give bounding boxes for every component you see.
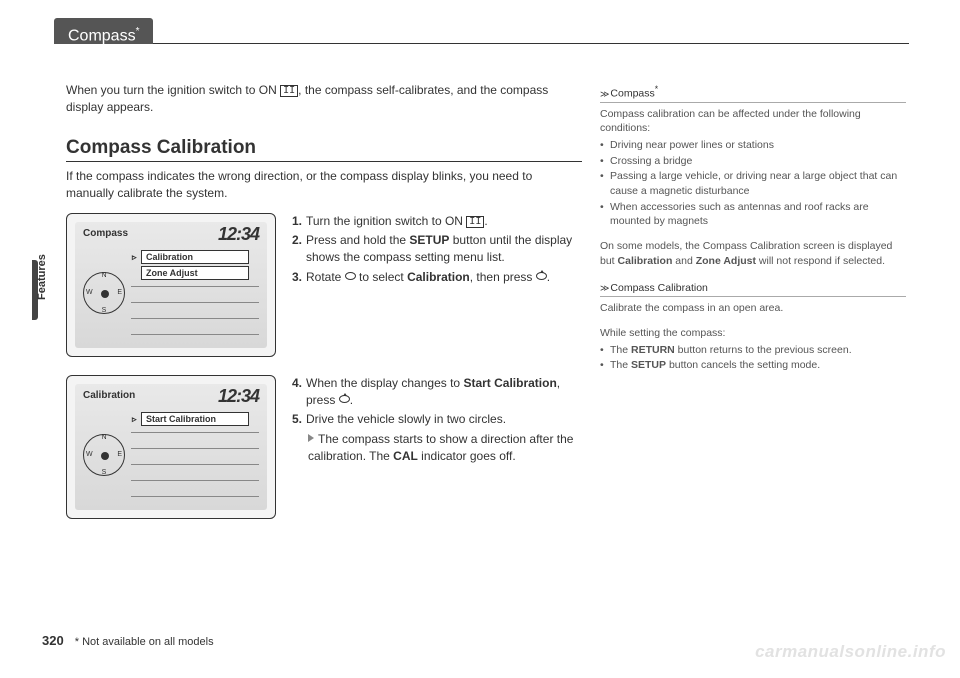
side-column: ≫Compass* Compass calibration can be aff… — [600, 84, 906, 387]
sidebox1-intro: Compass calibration can be affected unde… — [600, 107, 906, 136]
step-4: 4.When the display changes to Start Cali… — [292, 375, 582, 410]
disp1-item-zone: Zone Adjust — [141, 266, 249, 280]
page-title-tab: Compass* — [54, 18, 153, 44]
sidebox-compass: ≫Compass* Compass calibration can be aff… — [600, 84, 906, 268]
display-screenshot-2: Calibration 12:34 NSWE Start Calibration — [66, 375, 276, 519]
compass-rose-icon: NSWE — [83, 434, 125, 476]
steps-1: 1.Turn the ignition switch to ON II. 2.P… — [292, 213, 582, 357]
arrow-icon — [308, 434, 314, 442]
step-5: 5.Drive the vehicle slowly in two circle… — [292, 411, 582, 465]
section-heading: Compass Calibration — [66, 137, 582, 162]
page-number: 320 — [42, 633, 64, 648]
ignition-icon: II — [466, 216, 484, 228]
sidebox-calibration: ≫Compass Calibration Calibrate the compa… — [600, 282, 906, 373]
step-3: 3.Rotate to select Calibration, then pre… — [292, 269, 582, 286]
steps-2: 4.When the display changes to Start Cali… — [292, 375, 582, 519]
ignition-icon: II — [280, 85, 298, 97]
press-knob-icon — [339, 395, 350, 403]
page-title-asterisk: * — [136, 26, 140, 37]
main-column: When you turn the ignition switch to ON … — [66, 82, 582, 519]
step-5-sub: The compass starts to show a direction a… — [306, 431, 582, 466]
sidebox2-b2: The SETUP button cancels the setting mod… — [600, 358, 906, 373]
section-subtext: If the compass indicates the wrong direc… — [66, 168, 582, 203]
watermark: carmanualsonline.info — [755, 642, 946, 662]
footnote: * Not available on all models — [75, 636, 214, 648]
intro-before: When you turn the ignition switch to ON — [66, 83, 280, 97]
row-steps-2: Calibration 12:34 NSWE Start Calibration… — [66, 375, 582, 519]
sidebox1-para2: On some models, the Compass Calibration … — [600, 239, 906, 268]
header-rule: Compass* — [54, 18, 909, 44]
row-steps-1: Compass 12:34 NSWE Calibration Zone Adju… — [66, 213, 582, 357]
compass-rose-icon: NSWE — [83, 272, 125, 314]
sidebox2-line1: Calibrate the compass in an open area. — [600, 301, 906, 316]
step-2: 2.Press and hold the SETUP button until … — [292, 232, 582, 267]
sidebox-head-1: ≫Compass* — [600, 84, 906, 103]
disp1-clock: 12:34 — [218, 224, 259, 245]
page-title: Compass — [68, 27, 136, 44]
sidebox1-b4: When accessories such as antennas and ro… — [600, 200, 906, 229]
sidebox1-b1: Driving near power lines or stations — [600, 138, 906, 153]
disp1-item-calibration: Calibration — [141, 250, 249, 264]
rotate-knob-icon — [345, 272, 356, 280]
intro-text: When you turn the ignition switch to ON … — [66, 82, 582, 117]
disp2-item-start: Start Calibration — [141, 412, 249, 426]
sidebox-head-2: ≫Compass Calibration — [600, 282, 906, 297]
footer: 320 * Not available on all models — [42, 633, 214, 648]
press-knob-icon — [536, 272, 547, 280]
sidebox1-list: Driving near power lines or stations Cro… — [600, 138, 906, 229]
disp2-clock: 12:34 — [218, 386, 259, 407]
display-screenshot-1: Compass 12:34 NSWE Calibration Zone Adju… — [66, 213, 276, 357]
disp2-title: Calibration — [83, 390, 135, 401]
sidebox1-b3: Passing a large vehicle, or driving near… — [600, 169, 906, 198]
step-1: 1.Turn the ignition switch to ON II. — [292, 213, 582, 230]
disp1-title: Compass — [83, 228, 128, 239]
sidebox2-list: The RETURN button returns to the previou… — [600, 343, 906, 373]
side-label: Features — [36, 254, 48, 300]
sidebox2-line2: While setting the compass: — [600, 326, 906, 341]
sidebox2-b1: The RETURN button returns to the previou… — [600, 343, 906, 358]
sidebox1-b2: Crossing a bridge — [600, 154, 906, 169]
